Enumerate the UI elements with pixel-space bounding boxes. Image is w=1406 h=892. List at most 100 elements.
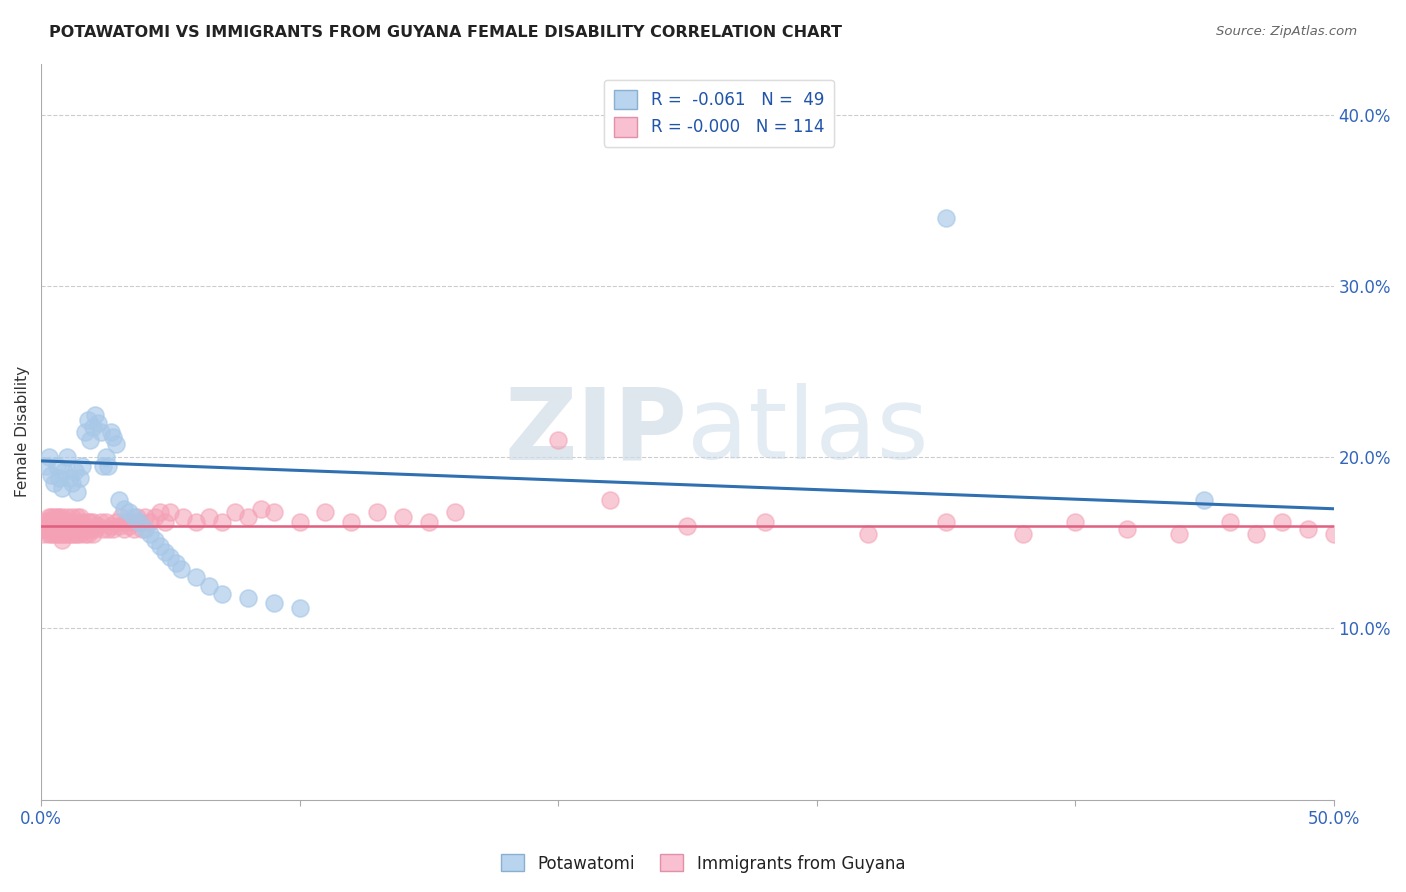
Point	[63, 464, 86, 478]
Text: atlas: atlas	[688, 384, 929, 480]
Point	[72, 458, 94, 473]
Point	[250, 501, 273, 516]
Point	[128, 516, 150, 530]
Point	[38, 516, 60, 530]
Point	[66, 527, 89, 541]
Point	[100, 519, 122, 533]
Point	[56, 527, 79, 541]
Point	[51, 519, 73, 533]
Point	[82, 419, 104, 434]
Point	[1296, 522, 1319, 536]
Point	[1219, 516, 1241, 530]
Point	[66, 519, 89, 533]
Point	[56, 516, 79, 530]
Point	[100, 425, 122, 439]
Point	[60, 510, 83, 524]
Point	[87, 519, 110, 533]
Point	[58, 522, 80, 536]
Point	[211, 587, 233, 601]
Point	[186, 570, 208, 584]
Point	[143, 533, 166, 547]
Point	[263, 505, 285, 519]
Point	[128, 516, 150, 530]
Point	[82, 516, 104, 530]
Point	[41, 510, 63, 524]
Point	[149, 540, 172, 554]
Point	[42, 516, 65, 530]
Point	[69, 471, 91, 485]
Point	[38, 527, 60, 541]
Point	[41, 527, 63, 541]
Point	[45, 458, 67, 473]
Point	[211, 516, 233, 530]
Point	[288, 516, 311, 530]
Point	[186, 516, 208, 530]
Y-axis label: Female Disability: Female Disability	[15, 367, 30, 498]
Point	[172, 510, 194, 524]
Point	[935, 516, 957, 530]
Point	[48, 516, 70, 530]
Point	[165, 557, 187, 571]
Point	[79, 434, 101, 448]
Point	[76, 516, 98, 530]
Point	[84, 408, 107, 422]
Point	[32, 522, 55, 536]
Point	[263, 596, 285, 610]
Point	[1115, 522, 1137, 536]
Point	[170, 561, 193, 575]
Point	[58, 471, 80, 485]
Point	[53, 464, 76, 478]
Point	[198, 510, 221, 524]
Point	[84, 522, 107, 536]
Point	[107, 493, 129, 508]
Point	[547, 434, 569, 448]
Point	[38, 522, 60, 536]
Point	[41, 522, 63, 536]
Point	[73, 425, 96, 439]
Point	[1271, 516, 1294, 530]
Point	[112, 522, 135, 536]
Point	[56, 510, 79, 524]
Point	[134, 510, 156, 524]
Point	[131, 522, 153, 536]
Point	[340, 516, 363, 530]
Point	[41, 467, 63, 482]
Point	[122, 510, 145, 524]
Point	[51, 527, 73, 541]
Point	[91, 458, 114, 473]
Point	[138, 516, 160, 530]
Point	[79, 522, 101, 536]
Point	[42, 510, 65, 524]
Point	[72, 522, 94, 536]
Point	[1194, 493, 1216, 508]
Point	[159, 549, 181, 564]
Point	[1167, 527, 1189, 541]
Legend: Potawatomi, Immigrants from Guyana: Potawatomi, Immigrants from Guyana	[494, 847, 912, 880]
Point	[38, 510, 60, 524]
Point	[94, 450, 117, 465]
Point	[599, 493, 621, 508]
Point	[45, 510, 67, 524]
Point	[103, 522, 125, 536]
Point	[35, 514, 58, 528]
Point	[76, 413, 98, 427]
Point	[35, 458, 58, 473]
Point	[236, 510, 259, 524]
Point	[56, 522, 79, 536]
Point	[115, 516, 138, 530]
Point	[45, 519, 67, 533]
Point	[107, 519, 129, 533]
Point	[60, 527, 83, 541]
Point	[42, 522, 65, 536]
Point	[224, 505, 246, 519]
Point	[97, 522, 120, 536]
Point	[87, 416, 110, 430]
Point	[288, 601, 311, 615]
Point	[366, 505, 388, 519]
Point	[149, 505, 172, 519]
Point	[53, 527, 76, 541]
Point	[236, 591, 259, 605]
Point	[125, 510, 148, 524]
Point	[73, 519, 96, 533]
Point	[392, 510, 415, 524]
